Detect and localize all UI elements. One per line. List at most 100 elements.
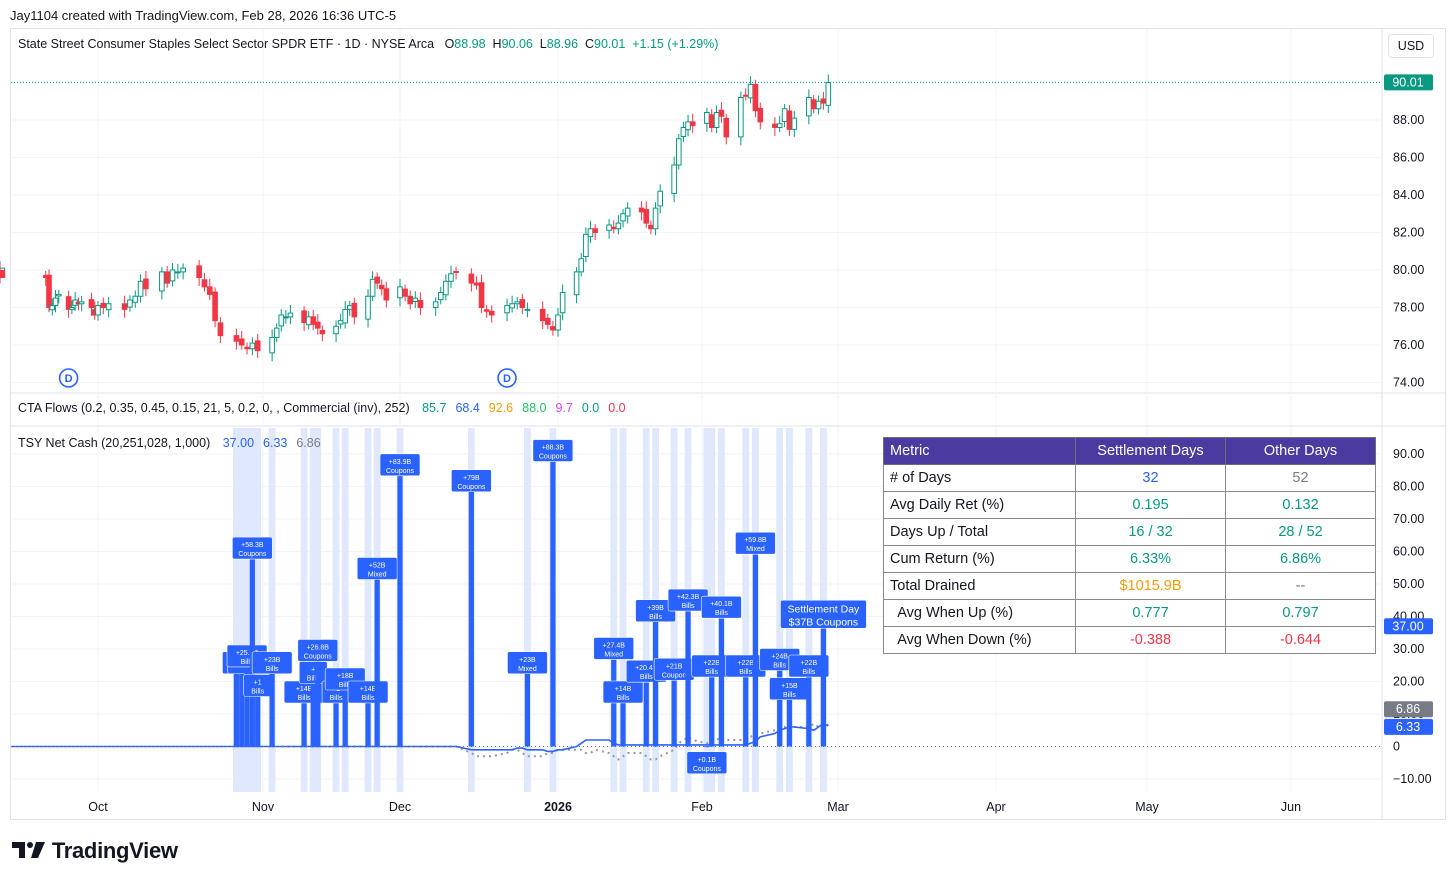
- legend-value: 6.86: [296, 436, 321, 450]
- tsy-y-tick: −10.00: [1393, 772, 1432, 786]
- tsy-y-tick: 30.00: [1393, 642, 1424, 656]
- candle-body: [781, 108, 788, 122]
- candle-body: [412, 297, 419, 302]
- tsy-y-tick: 20.00: [1393, 675, 1424, 689]
- tsy-y-tick: 0: [1393, 740, 1400, 754]
- settlement-label-amount: +24B: [771, 654, 788, 661]
- close-label: C: [584, 37, 595, 51]
- candle-body: [652, 207, 659, 230]
- symbol-title[interactable]: State Street Consumer Staples Select Sec…: [18, 37, 435, 51]
- settlement-label-amount: +22B: [737, 660, 754, 667]
- table-cell-other: 28 / 52: [1225, 518, 1376, 546]
- candle-body: [52, 297, 59, 307]
- price-y-tick: 82.00: [1393, 226, 1424, 240]
- settlement-bar: [685, 609, 691, 747]
- candle-body: [100, 302, 107, 308]
- settlement-label-amount: +: [311, 667, 315, 674]
- settlement-label-amount: +1: [254, 680, 262, 687]
- candle-body: [504, 305, 510, 314]
- candle-body: [718, 109, 725, 117]
- price-y-tick: 74.00: [1393, 376, 1424, 390]
- candle-body: [351, 302, 358, 318]
- settlement-label-type: Bills: [330, 695, 343, 702]
- settlement-label-type: $37B Coupons: [789, 616, 858, 628]
- settlement-bar: [310, 681, 316, 747]
- candle-body: [524, 308, 531, 311]
- settlement-label-box: [532, 439, 574, 462]
- candle-body: [244, 346, 250, 350]
- settlement-label-amount: +14B: [615, 686, 632, 693]
- candle-body: [164, 271, 170, 284]
- tsy-y-tick: 90.00: [1393, 447, 1424, 461]
- settlement-band: [610, 428, 618, 792]
- settlement-bar: [820, 626, 827, 747]
- candle-body: [337, 320, 344, 325]
- value-badge: [1384, 718, 1433, 735]
- settlement-label-type: Mixed: [746, 546, 765, 553]
- cta-flows-title[interactable]: CTA Flows (0.2, 0.35, 0.45, 0.15, 21, 5,…: [18, 401, 410, 415]
- settlement-label-type: Bills: [705, 669, 718, 676]
- settlement-bar: [333, 701, 339, 747]
- settlement-label-box: [451, 469, 492, 493]
- candle-body: [610, 226, 617, 230]
- settlement-band: [268, 428, 276, 792]
- candle-body: [573, 271, 580, 296]
- tsy-y-tick: 80.00: [1393, 480, 1424, 494]
- settlement-bar: [233, 671, 239, 747]
- last-price-label: 90.01: [1392, 75, 1423, 89]
- price-legend: State Street Consumer Staples Select Sec…: [18, 37, 718, 51]
- candle-body: [137, 280, 144, 297]
- settlement-bar: [524, 671, 531, 747]
- settlement-bar: [671, 678, 677, 747]
- tsy-net-cash-title[interactable]: TSY Net Cash (20,251,028, 1,000): [18, 436, 211, 450]
- candle-body: [305, 316, 312, 326]
- tradingview-logo[interactable]: TradingView: [12, 838, 178, 864]
- x-tick-label: May: [1135, 800, 1159, 814]
- table-row: # of Days 32 52: [883, 464, 1376, 492]
- settlement-label-type: Bills: [682, 603, 695, 610]
- settlement-bar: [718, 616, 725, 747]
- settlement-label-type: Bills: [307, 676, 320, 683]
- settlement-label-amount: +40.1B: [710, 601, 733, 608]
- legend-value: 88.0: [522, 401, 547, 415]
- candle-body: [233, 335, 240, 342]
- settlement-band: [232, 428, 240, 792]
- currency-button[interactable]: USD: [1388, 34, 1434, 58]
- table-row: Cum Return (%) 6.33% 6.86%: [883, 545, 1376, 573]
- candle-body: [319, 329, 326, 335]
- settlement-label-box: [735, 531, 776, 555]
- candle-body: [217, 322, 224, 337]
- candle-body: [346, 305, 353, 310]
- settlement-label-type: Coupons: [693, 766, 722, 773]
- settlement-label-box: [297, 639, 339, 662]
- candle-body: [624, 207, 631, 217]
- x-tick-label: Oct: [88, 800, 108, 814]
- settlement-label-amount: +14B: [296, 686, 313, 693]
- candle-body: [287, 312, 294, 318]
- value-badge-label: 6.33: [1396, 720, 1420, 734]
- settlement-bar: [777, 668, 783, 747]
- candle-body: [791, 117, 798, 130]
- candle-body: [478, 282, 485, 308]
- candle-body: [365, 295, 371, 320]
- candle-body: [254, 340, 261, 352]
- low-value: 88.96: [546, 37, 579, 51]
- settlement-label-box: [788, 654, 830, 678]
- candle-body: [49, 305, 56, 311]
- open-label: O: [444, 37, 455, 51]
- legend-value: 92.6: [488, 401, 514, 415]
- table-cell-metric: # of Days: [883, 464, 1076, 492]
- candle-body: [680, 127, 687, 137]
- x-tick-label: Mar: [827, 800, 849, 814]
- candle-body: [671, 164, 677, 194]
- dividend-marker-icon: [58, 368, 79, 388]
- candle-body: [453, 271, 459, 273]
- candle-body: [432, 301, 439, 308]
- price-y-tick: 80.00: [1393, 263, 1424, 277]
- settlement-label-amount: +88.3B: [542, 445, 565, 452]
- candle-body: [278, 314, 285, 327]
- settlement-label-amount: +52B: [369, 563, 386, 570]
- candle-body: [539, 308, 546, 322]
- candle-body: [559, 292, 566, 314]
